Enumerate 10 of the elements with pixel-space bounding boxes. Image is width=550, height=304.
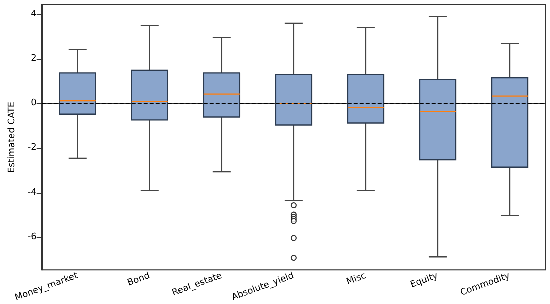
- y-tick-label: -2: [28, 143, 37, 154]
- y-tick-label: 2: [31, 54, 37, 64]
- x-tick-label: Equity: [410, 271, 440, 291]
- x-tick-label: Misc: [346, 271, 368, 288]
- y-tick-label: 4: [31, 10, 38, 20]
- y-axis-title: Estimated CATE: [8, 102, 18, 174]
- y-tick-label: 0: [31, 98, 38, 109]
- y-tick-label: -4: [28, 188, 38, 198]
- y-tick-label: -6: [28, 232, 38, 242]
- x-tick-label: Bond: [126, 271, 152, 289]
